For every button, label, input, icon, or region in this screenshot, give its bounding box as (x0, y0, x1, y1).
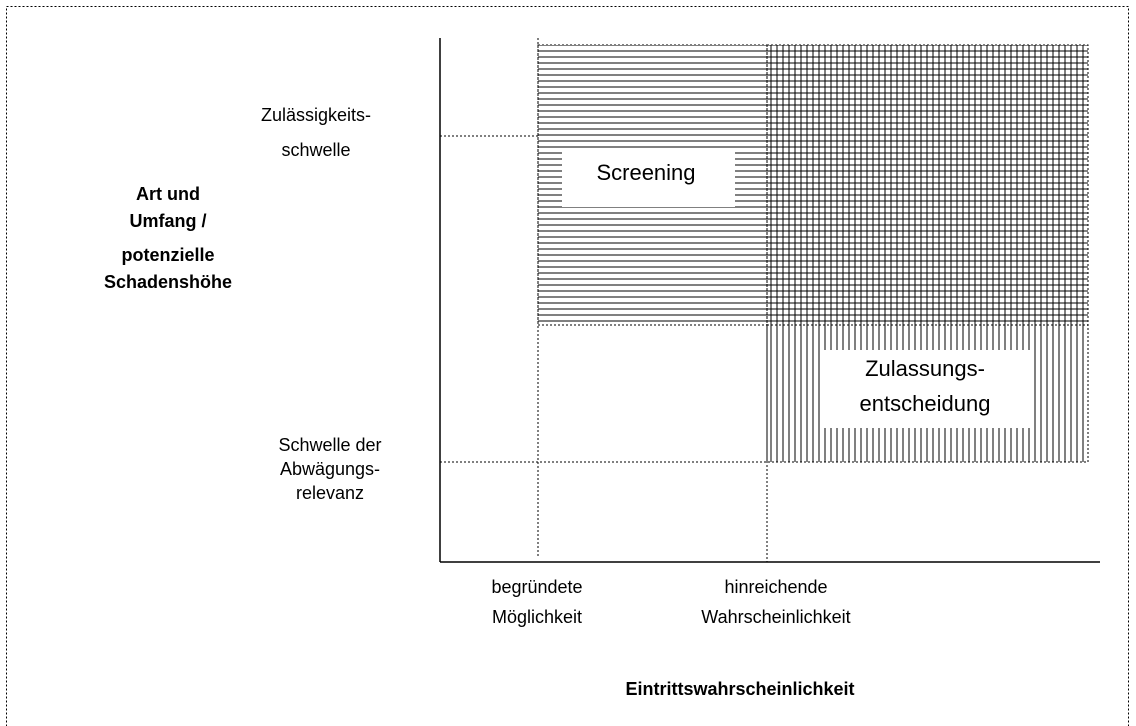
region-label: entscheidung (860, 391, 991, 416)
x-axis-title: Eintrittswahrscheinlichkeit (625, 679, 854, 699)
overlap-area (766, 44, 1089, 326)
y-axis-title: potenzielle (121, 245, 214, 265)
region-label: Zulassungs- (865, 356, 985, 381)
region-label: Screening (596, 160, 695, 185)
y-axis-title: Schadenshöhe (104, 272, 232, 292)
x-threshold-label: Wahrscheinlichkeit (701, 607, 850, 627)
y-axis-title: Art und (136, 184, 200, 204)
y-threshold-label: Schwelle der (278, 435, 381, 455)
label-box (820, 350, 1030, 428)
x-threshold-label: begründete (491, 577, 582, 597)
y-threshold-label: relevanz (296, 483, 364, 503)
y-threshold-label: schwelle (281, 140, 350, 160)
x-threshold-label: Möglichkeit (492, 607, 582, 627)
y-threshold-label: Zulässigkeits- (261, 105, 371, 125)
frame (6, 6, 1129, 726)
y-axis-title: Umfang / (129, 211, 206, 231)
y-threshold-label: Abwägungs- (280, 459, 380, 479)
x-threshold-label: hinreichende (724, 577, 827, 597)
label-box (562, 152, 735, 207)
